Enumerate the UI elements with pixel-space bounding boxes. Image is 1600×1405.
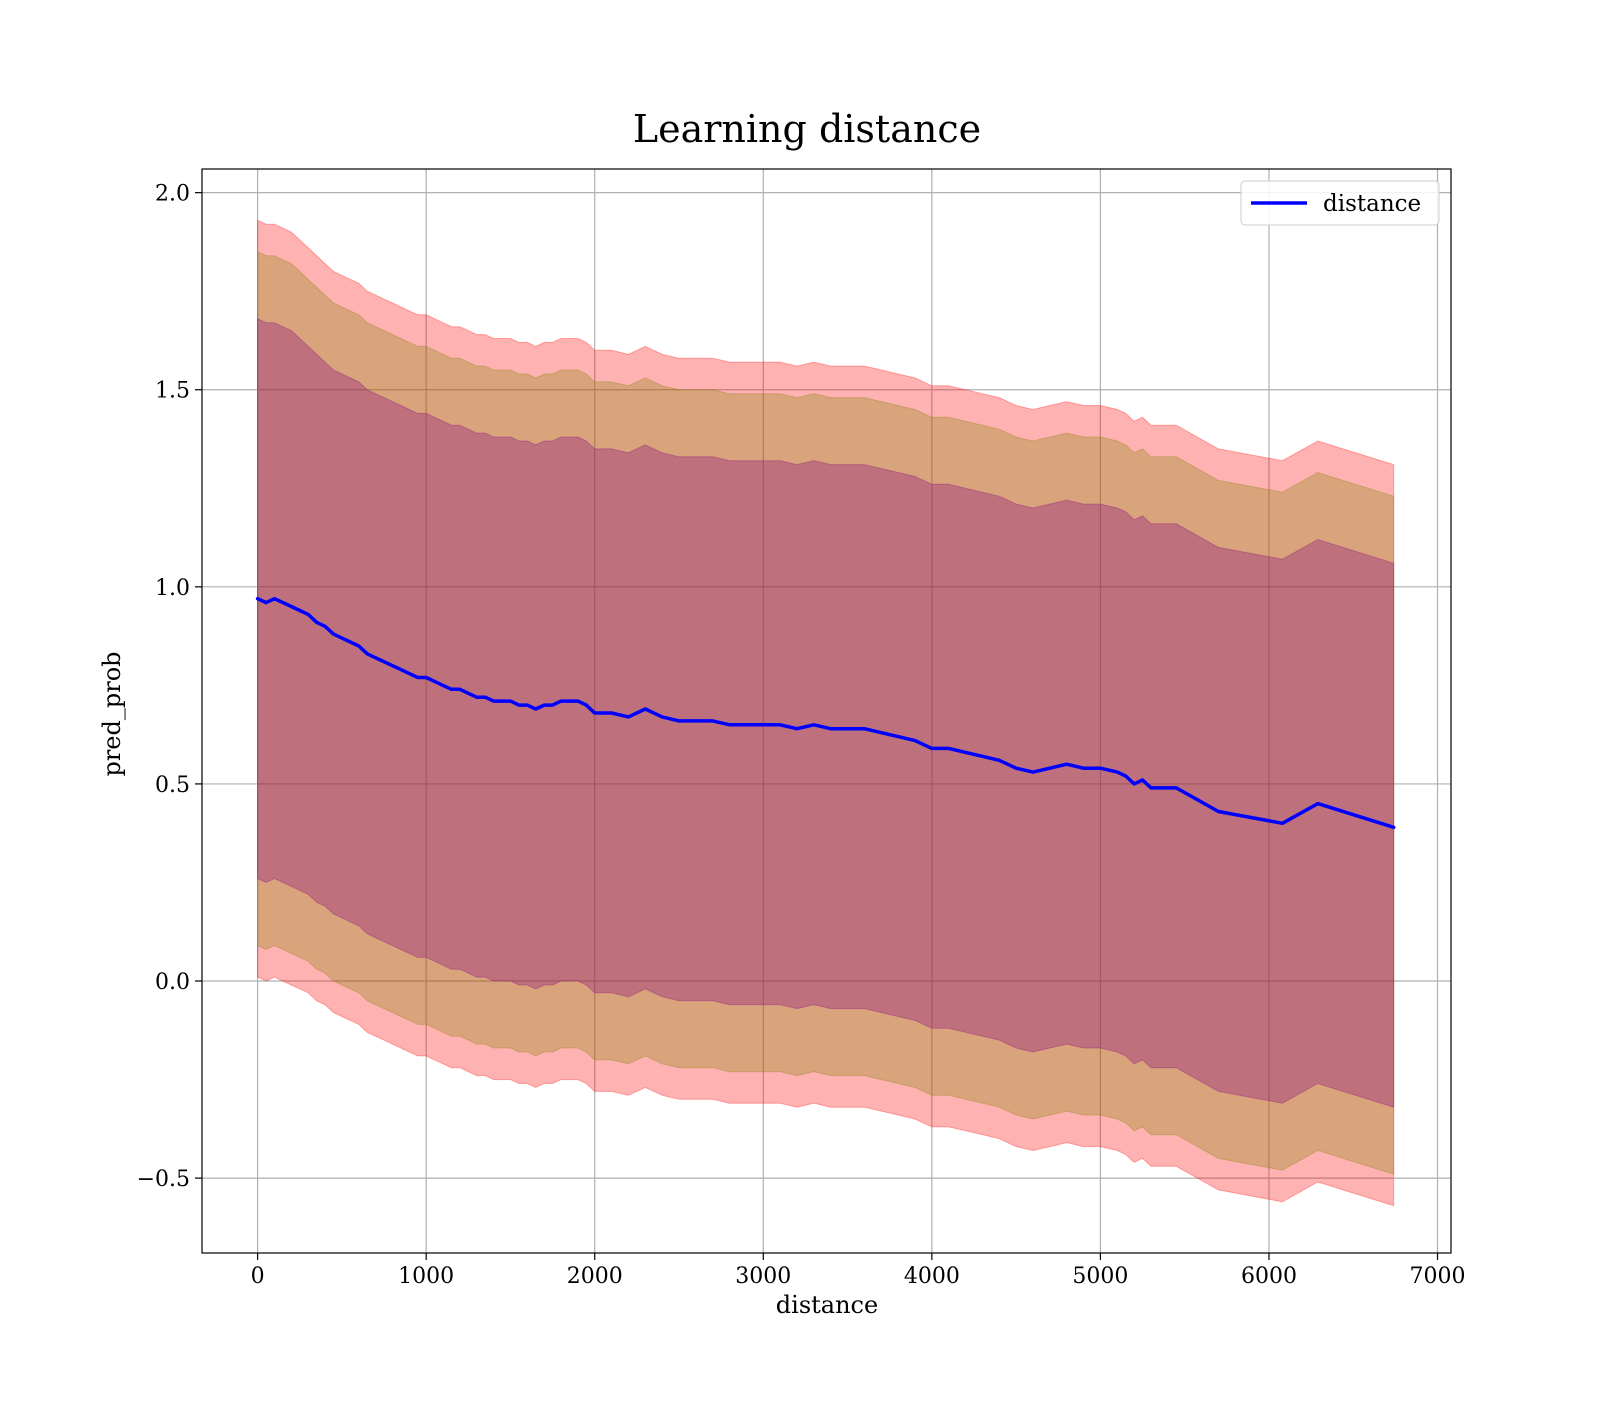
y-axis-label: pred_prob [98, 651, 126, 776]
confidence-band-2 [257, 251, 1395, 1175]
y-tick-label: 0.5 [155, 773, 190, 798]
confidence-band-3 [257, 318, 1395, 1108]
legend: distance [1240, 180, 1440, 226]
y-tick-label: −0.5 [137, 1167, 190, 1192]
x-tick-label: 7000 [1410, 1264, 1466, 1289]
x-tick-label: 3000 [735, 1264, 791, 1289]
series-lines [255, 596, 1396, 830]
x-tick-label: 2000 [567, 1264, 623, 1289]
x-tick-label: 5000 [1072, 1264, 1128, 1289]
confidence-bands [257, 219, 1395, 1207]
plot-frame [201, 168, 1452, 1254]
chart-title: Learning distance [633, 107, 981, 151]
y-tick-label: 2.0 [155, 182, 190, 207]
x-tick-label: 6000 [1241, 1264, 1297, 1289]
series-line-distance [255, 596, 1396, 830]
y-tick-label: 0.0 [155, 970, 190, 995]
confidence-band-1 [257, 219, 1395, 1207]
legend-label: distance [1323, 191, 1421, 217]
x-tick-label: 4000 [904, 1264, 960, 1289]
y-tick-label: 1.0 [155, 576, 190, 601]
y-tick-label: 1.5 [155, 379, 190, 404]
x-tick-label: 0 [251, 1264, 265, 1289]
x-tick-label: 1000 [398, 1264, 454, 1289]
axes: 0 1000 2000 3000 4000 5000 6000 7000 −0.5 0.0 0.5 1… [137, 168, 1466, 1289]
legend-box [1240, 180, 1440, 226]
x-axis-label: distance [776, 1291, 878, 1319]
